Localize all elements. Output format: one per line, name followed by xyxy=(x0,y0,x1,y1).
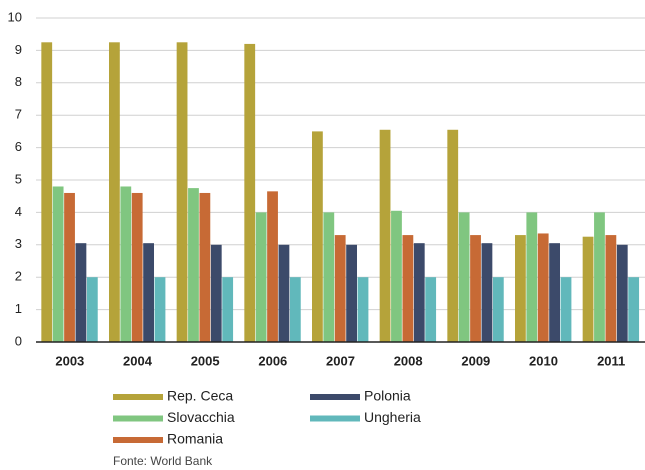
x-tick-label: 2005 xyxy=(191,353,220,368)
bar xyxy=(413,243,425,342)
bar xyxy=(255,212,267,342)
legend-label: Ungheria xyxy=(364,409,421,425)
y-tick-label: 3 xyxy=(15,236,22,251)
bar xyxy=(458,212,470,342)
y-tick-label: 2 xyxy=(15,269,22,284)
y-tick-label: 9 xyxy=(15,42,22,57)
legend-swatch xyxy=(310,415,360,422)
bar xyxy=(52,186,64,342)
bar xyxy=(278,244,290,342)
x-tick-label: 2010 xyxy=(529,353,558,368)
bar xyxy=(582,236,594,342)
bar xyxy=(41,42,53,343)
bar xyxy=(425,277,437,342)
bar xyxy=(244,43,256,343)
bar xyxy=(492,277,504,342)
bar xyxy=(549,243,560,342)
bar xyxy=(605,235,617,342)
bar xyxy=(323,212,335,342)
y-tick-label: 1 xyxy=(15,301,22,316)
bar xyxy=(391,210,402,342)
bar xyxy=(594,212,605,342)
bar xyxy=(131,192,143,342)
bar xyxy=(86,277,98,342)
bar xyxy=(120,186,132,342)
bar xyxy=(379,129,391,342)
legend-swatch xyxy=(113,415,163,422)
bar xyxy=(357,277,369,342)
legend-label: Slovacchia xyxy=(167,409,235,425)
y-tick-label: 4 xyxy=(15,204,22,219)
y-tick-label: 8 xyxy=(15,74,22,89)
legend-swatch xyxy=(310,394,360,400)
bar xyxy=(616,244,628,342)
x-tick-label: 2011 xyxy=(597,353,625,368)
bar xyxy=(154,277,166,342)
y-tick-label: 7 xyxy=(15,107,22,122)
bar xyxy=(109,42,120,343)
x-tick-label: 2009 xyxy=(461,353,490,368)
x-tick-label: 2003 xyxy=(55,353,84,368)
bar xyxy=(628,277,640,342)
bar xyxy=(210,244,222,342)
bar xyxy=(75,243,87,342)
bar xyxy=(176,42,188,343)
legend-swatch xyxy=(113,394,163,400)
bar xyxy=(199,192,211,342)
legend-label: Polonia xyxy=(364,388,411,404)
bar xyxy=(447,129,459,342)
bar xyxy=(526,212,538,342)
bar xyxy=(143,243,154,342)
bar xyxy=(334,235,346,342)
y-tick-label: 10 xyxy=(8,9,22,24)
bar xyxy=(481,243,493,342)
bar xyxy=(346,244,357,342)
bar xyxy=(537,233,549,342)
bar xyxy=(560,277,572,342)
legend-swatch xyxy=(113,437,163,443)
bar xyxy=(267,191,278,342)
x-tick-label: 2008 xyxy=(394,353,423,368)
legend-label: Rep. Ceca xyxy=(167,388,233,404)
x-tick-label: 2007 xyxy=(326,353,355,368)
bar xyxy=(470,235,481,342)
x-tick-label: 2004 xyxy=(123,353,153,368)
y-tick-label: 0 xyxy=(15,333,22,348)
bar xyxy=(402,235,414,342)
y-tick-label: 5 xyxy=(15,171,22,186)
source: Fonte: World Bank xyxy=(113,454,213,468)
bar xyxy=(64,192,75,342)
bar xyxy=(289,277,301,342)
bar xyxy=(222,277,234,342)
y-tick-label: 6 xyxy=(15,139,22,154)
legend-label: Romania xyxy=(167,431,223,447)
x-tick-label: 2006 xyxy=(258,353,287,368)
bar xyxy=(515,235,526,342)
bar xyxy=(188,188,199,342)
bar xyxy=(312,131,323,342)
